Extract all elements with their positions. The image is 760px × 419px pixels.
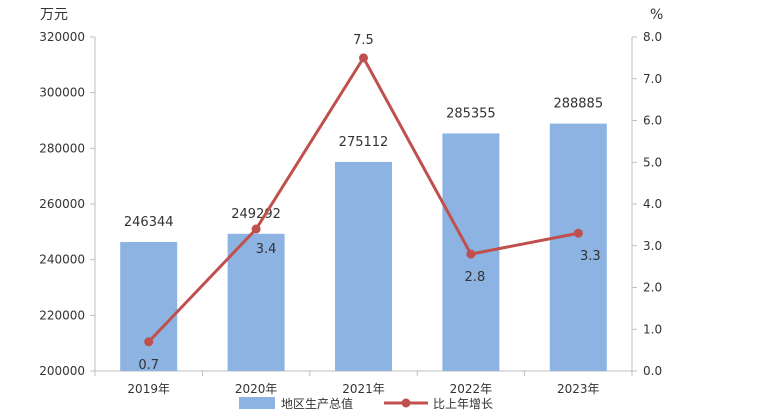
left-axis: 200000 220000 240000 260000 280000 300000 3200… — [39, 7, 96, 378]
growth-point — [144, 337, 154, 347]
right-tick-label: 8.0 — [643, 30, 662, 44]
growth-point — [359, 53, 368, 63]
growth-point — [466, 249, 476, 259]
left-axis-unit: 万元 — [40, 7, 68, 23]
legend: 地区生产总值 比上年增长 — [239, 396, 493, 411]
growth-point — [573, 228, 583, 238]
right-tick-label: 1.0 — [643, 322, 662, 336]
left-tick-label: 320000 — [39, 30, 85, 44]
x-tick-label: 2023年 — [557, 382, 600, 396]
legend-swatch-marker — [401, 398, 411, 408]
bar-value-label: 288885 — [553, 97, 603, 112]
left-tick-label: 220000 — [39, 308, 85, 322]
growth-value-label: 2.8 — [465, 270, 486, 285]
x-tick-label: 2020年 — [235, 382, 278, 396]
bar-value-label: 246344 — [124, 215, 174, 230]
growth-value-label: 3.4 — [256, 242, 277, 257]
x-tick-label: 2021年 — [342, 382, 385, 396]
right-tick-label: 7.0 — [643, 72, 662, 86]
bar-value-label: 275112 — [339, 135, 389, 150]
growth-value-label: 3.3 — [580, 249, 601, 264]
bar-series: 246344 249292 275112 285355 288885 — [120, 97, 607, 371]
bar — [227, 233, 285, 371]
growth-value-label: 0.7 — [138, 358, 159, 373]
left-tick-label: 200000 — [39, 364, 85, 378]
right-tick-label: 3.0 — [643, 239, 662, 253]
bar-value-label: 249292 — [231, 207, 281, 222]
x-axis: 2019年 2020年 2021年 2022年 2023年 — [94, 370, 633, 396]
right-axis: 0.0 1.0 2.0 3.0 4.0 5.0 6.0 7.0 8.0% — [631, 7, 663, 378]
left-tick-label: 260000 — [39, 197, 85, 211]
right-tick-label: 6.0 — [643, 114, 662, 128]
right-tick-label: 4.0 — [643, 197, 662, 211]
right-tick-label: 2.0 — [643, 281, 662, 295]
growth-point — [251, 224, 261, 234]
left-tick-label: 300000 — [39, 86, 85, 100]
right-tick-label: 5.0 — [643, 155, 662, 169]
x-tick-label: 2022年 — [450, 382, 493, 396]
right-axis-unit: % — [650, 7, 663, 23]
line-series: 0.7 3.4 7.5 2.8 3.3 — [138, 33, 600, 373]
left-tick-label: 240000 — [39, 253, 85, 267]
x-tick-label: 2019年 — [127, 382, 170, 396]
bar — [335, 161, 392, 371]
growth-value-label: 7.5 — [353, 33, 374, 48]
right-tick-label: 0.0 — [643, 364, 662, 378]
left-tick-label: 280000 — [39, 141, 85, 155]
legend-label-line: 比上年增长 — [433, 397, 493, 411]
bar — [549, 123, 607, 371]
bar — [120, 242, 178, 371]
bar-value-label: 285355 — [446, 106, 496, 121]
legend-swatch-bar — [239, 397, 275, 409]
legend-label-bar: 地区生产总值 — [281, 396, 353, 411]
